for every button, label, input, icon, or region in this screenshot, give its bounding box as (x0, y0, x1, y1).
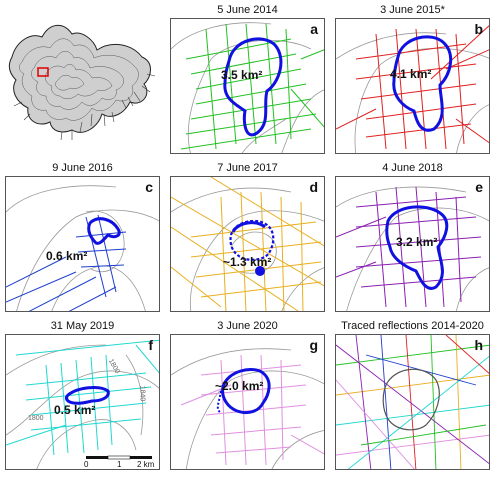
panel-b-outline (392, 35, 453, 132)
ice-cap-overview-map (2, 2, 167, 152)
panel-b-area-label: 4.1 km² (390, 67, 432, 81)
panel-a-letter: a (310, 21, 318, 37)
panel-d-letter: d (309, 179, 318, 195)
panel-b-letter: b (474, 21, 483, 37)
panel-h-letter: h (474, 337, 483, 353)
scale-bar-zero: 0 (84, 460, 89, 469)
panel-e-area-label: 3.2 km² (396, 235, 438, 249)
panel-a-area-label: 3.5 km² (221, 68, 263, 82)
panel-c-letter: c (145, 179, 153, 195)
panel-e-outline (385, 205, 449, 290)
contour-label-1840: 1840 (138, 385, 146, 402)
panel-d: d ~1.3 km² (170, 176, 325, 312)
panel-g-outline (221, 368, 271, 415)
panel-c-outline (87, 217, 121, 245)
study-area-box (37, 67, 49, 77)
panel-a-outline (223, 37, 283, 137)
scale-bar-end: 2 km (137, 460, 155, 469)
panel-h: h (335, 334, 490, 470)
panel-f-outline (65, 386, 110, 405)
panel-d-outline (229, 219, 275, 261)
panel-a: a 3.5 km² (170, 18, 325, 154)
panel-f-area-label: 0.5 km² (54, 403, 96, 417)
contour-label-1800-left: 1800 (28, 415, 44, 422)
panel-g-letter: g (309, 337, 318, 353)
panel-h-title: Traced reflections 2014-2020 (341, 320, 484, 332)
panel-e-letter: e (475, 179, 483, 195)
panel-e-title: 4 June 2018 (382, 162, 443, 174)
panel-a-title: 5 June 2014 (217, 4, 278, 16)
panel-b: b 4.1 km² (335, 18, 490, 154)
panel-f-letter: f (148, 337, 153, 353)
panel-g: g ~2.0 km² (170, 334, 325, 470)
panel-e: e 3.2 km² (335, 176, 490, 312)
panel-d-area-label: ~1.3 km² (223, 255, 272, 269)
panel-f-title: 31 May 2019 (50, 320, 115, 332)
panel-f: f 0.5 km² 1800 1840 1800 0 1 2 km (5, 334, 160, 470)
scale-bar-mid: 1 (117, 460, 122, 469)
panel-d-title: 7 June 2017 (217, 162, 278, 174)
panel-g-area-label: ~2.0 km² (215, 379, 264, 393)
panel-c-title: 9 June 2016 (52, 162, 113, 174)
panel-g-title: 3 June 2020 (217, 320, 278, 332)
panel-c-area-label: 0.6 km² (46, 249, 88, 263)
panel-c: c 0.6 km² (5, 176, 160, 312)
panel-d-small-lake (255, 266, 265, 276)
panel-b-title: 3 June 2015* (380, 4, 445, 16)
